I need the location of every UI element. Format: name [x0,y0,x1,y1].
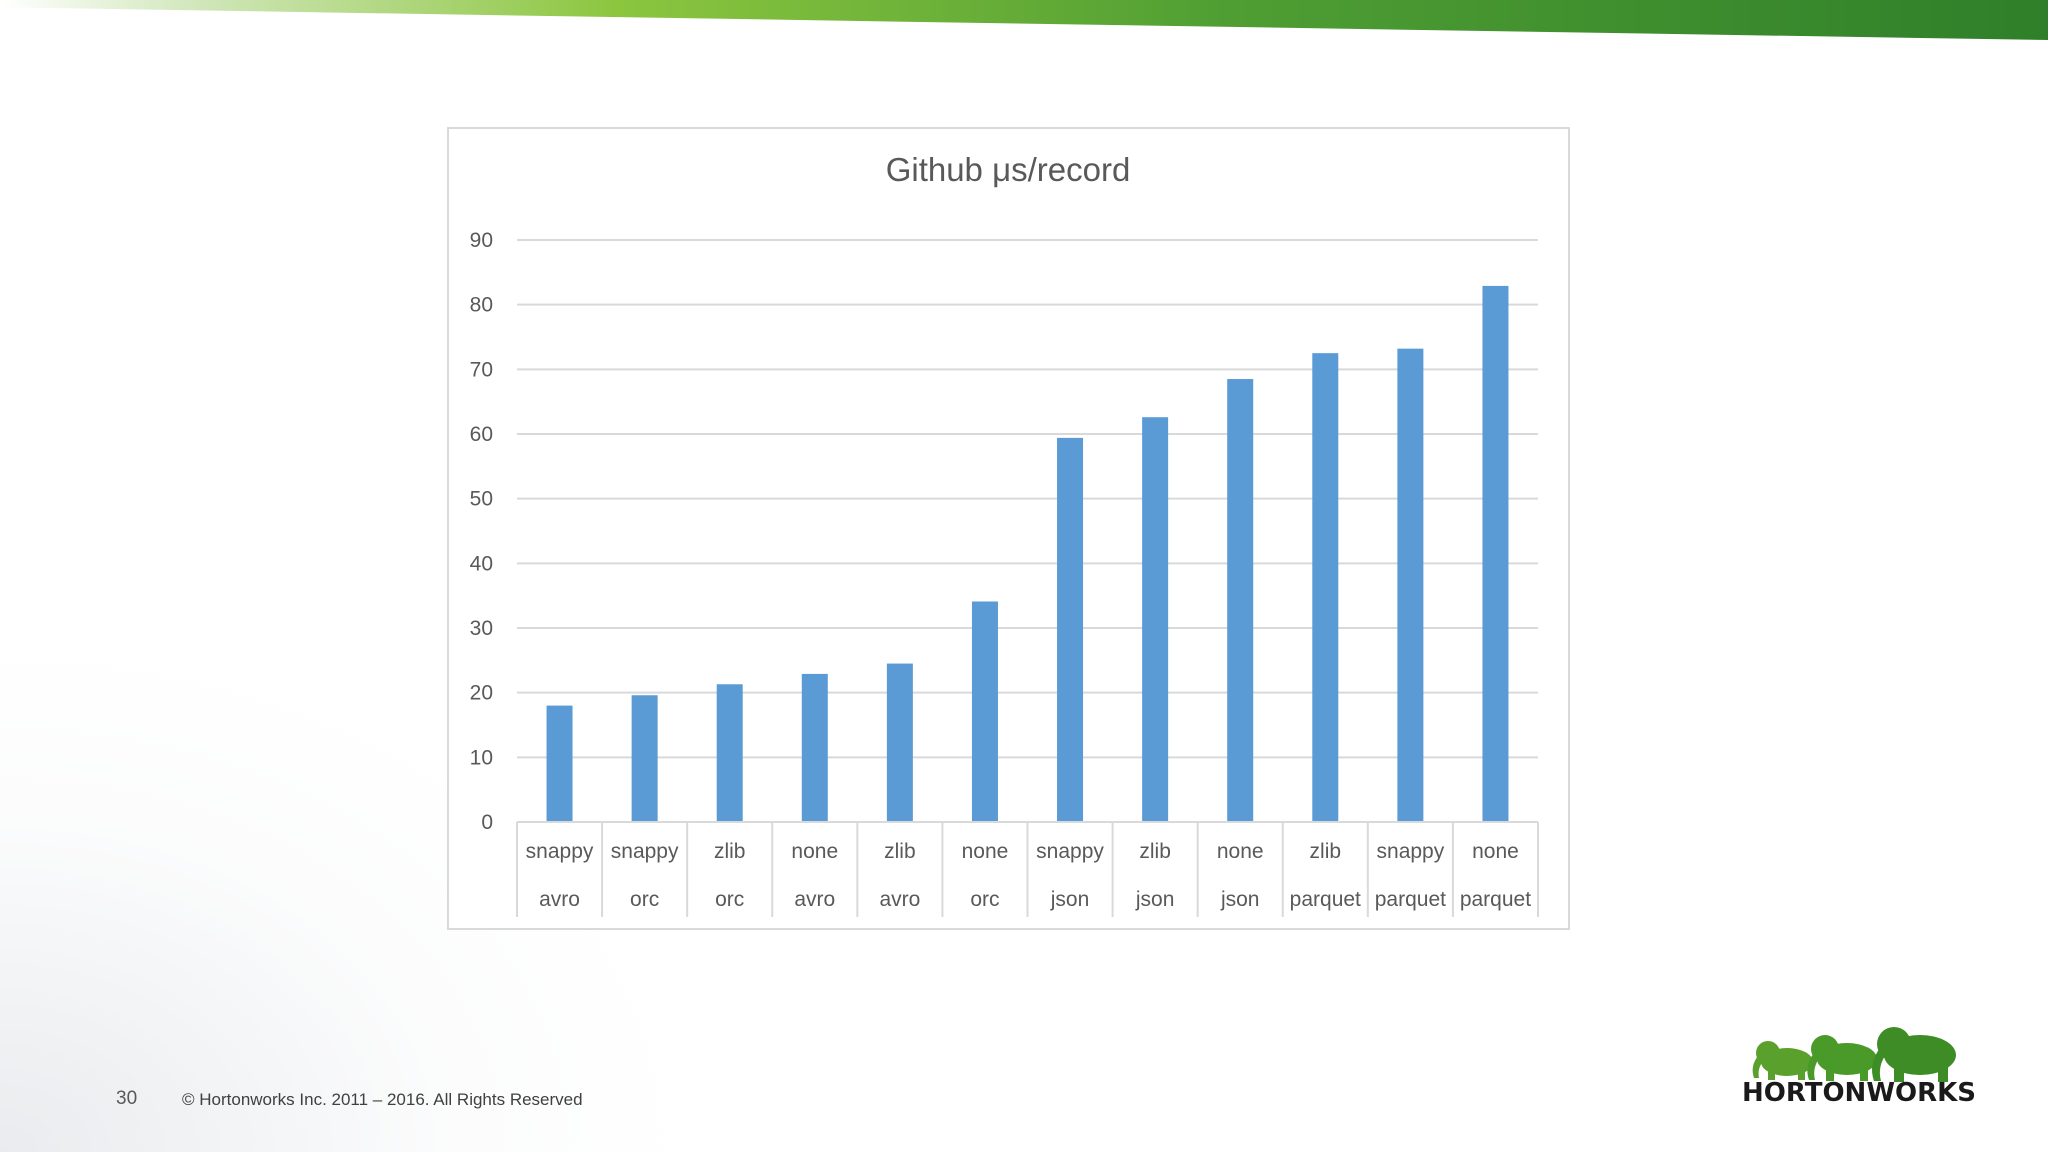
x-tick-label-format: parquet [1460,888,1531,911]
bar [631,695,658,822]
bar [716,684,743,822]
y-tick-label: 60 [470,423,493,446]
x-tick-label-format: avro [539,888,580,911]
x-tick-label-compression: snappy [526,840,594,863]
bar [801,673,828,822]
x-tick-label-compression: zlib [1310,840,1342,863]
logo-wordmark: HORTONWORKS [1742,1078,1976,1108]
x-tick-label-compression: snappy [611,840,679,863]
x-tick-label-compression: zlib [1139,840,1171,863]
x-tick-label-format: orc [630,888,659,911]
x-tick-label-compression: none [791,840,838,863]
bar [886,663,913,822]
y-tick-label: 0 [481,811,493,834]
y-tick-label: 70 [470,358,493,381]
x-tick-label-compression: snappy [1377,840,1445,863]
y-tick-label: 80 [470,294,493,317]
chart-frame: Github μs/record 0 10 20 30 40 50 60 70 80 90 snap… [447,127,1570,930]
x-tick-label-compression: none [962,840,1009,863]
x-tick-label-format: avro [879,888,920,911]
y-tick-label: 20 [470,682,493,705]
chart-title: Github μs/record [886,151,1131,188]
bar-chart: Github μs/record 0 10 20 30 40 50 60 70 80 90 snap… [470,151,1539,917]
x-tick-label-format: orc [970,888,999,911]
bar [971,601,998,822]
hortonworks-logo: HORTONWORKS [1742,1026,1976,1112]
copyright-notice: © Hortonworks Inc. 2011 – 2016. All Righ… [182,1090,583,1109]
bar [1397,348,1424,822]
elephant-herd-icon [1752,1027,1956,1082]
x-tick-label-format: avro [794,888,835,911]
x-tick-label-format: orc [715,888,744,911]
y-tick-label: 10 [470,746,493,769]
x-tick-label-format: parquet [1290,888,1361,911]
x-tick-label-compression: zlib [884,840,916,863]
x-tick-label-compression: snappy [1036,840,1104,863]
x-tick-label-format: json [1135,888,1175,911]
header-accent-band [0,0,2048,40]
slide-number: 30 [116,1088,138,1109]
bar [546,705,573,822]
y-tick-label: 50 [470,488,493,511]
bar [1482,285,1509,822]
bar [1227,379,1254,822]
y-tick-label: 30 [470,617,493,640]
x-tick-label-format: json [1050,888,1090,911]
x-tick-label-compression: none [1217,840,1264,863]
y-tick-label: 90 [470,229,493,252]
x-tick-label-compression: none [1472,840,1519,863]
x-tick-label-compression: zlib [714,840,746,863]
bar [1312,353,1339,822]
bar [1142,417,1169,822]
x-tick-label-format: parquet [1375,888,1446,911]
bar [1057,437,1084,822]
x-tick-label-format: json [1220,888,1260,911]
y-tick-label: 40 [470,552,493,575]
